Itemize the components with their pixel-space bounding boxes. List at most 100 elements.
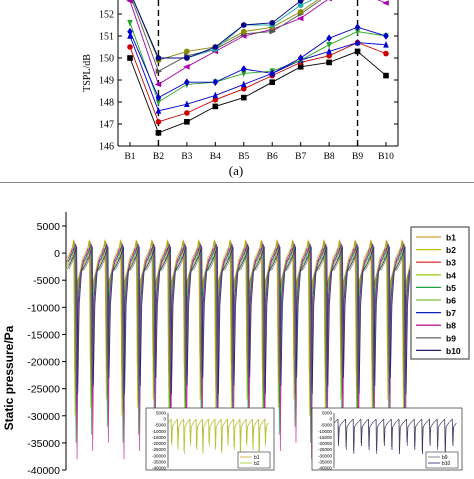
inset-legend-label: b9 bbox=[442, 455, 448, 461]
data-point bbox=[269, 69, 276, 78]
data-point bbox=[383, 50, 389, 57]
y-tick-label: -5000 bbox=[33, 275, 60, 287]
data-point bbox=[240, 22, 247, 28]
tspl-chart-panel: 146 147 148 149 150 151 152 B1 B2 B3 B4 B5 B6 B7 B8 B9 B… bbox=[0, 0, 474, 180]
legend-label: b10 bbox=[446, 346, 461, 356]
inset-legend-label: b2 bbox=[254, 461, 260, 467]
data-point bbox=[382, 0, 389, 6]
x-tick-label: B7 bbox=[295, 152, 306, 162]
series-line bbox=[67, 242, 410, 443]
data-point bbox=[354, 28, 361, 36]
legend-label: b7 bbox=[446, 308, 456, 318]
data-point bbox=[155, 107, 162, 114]
series-line bbox=[67, 243, 410, 362]
x-tick-label: B3 bbox=[181, 152, 192, 162]
inset-y-tick-label: -5000 bbox=[154, 423, 166, 428]
y-tick-label: 146 bbox=[99, 142, 114, 153]
y-tick-label: -30000 bbox=[27, 411, 60, 423]
data-point bbox=[297, 54, 304, 62]
inset-y-tick-label: -40000 bbox=[152, 466, 167, 471]
data-point bbox=[212, 103, 219, 110]
inset-y-tick-label: -25000 bbox=[152, 447, 167, 452]
data-point bbox=[155, 99, 162, 106]
inset-y-tick-label: -15000 bbox=[318, 435, 333, 440]
x-tick-label: B5 bbox=[238, 152, 249, 162]
data-point bbox=[326, 53, 332, 59]
series-line bbox=[129, 26, 387, 99]
x-tick-label: B6 bbox=[267, 152, 278, 162]
data-point bbox=[155, 119, 162, 125]
data-point bbox=[269, 20, 276, 26]
inset-legend-box bbox=[237, 451, 271, 469]
panel-label-a: (a) bbox=[229, 163, 243, 178]
data-point bbox=[155, 93, 162, 102]
inset-series-line bbox=[333, 418, 457, 452]
series-line bbox=[68, 246, 410, 395]
data-point bbox=[155, 68, 163, 74]
legend-label: b6 bbox=[446, 296, 456, 306]
series-line bbox=[68, 245, 410, 378]
inset-y-tick-label: 0 bbox=[329, 417, 332, 422]
y-axis-label: TSPL/dB bbox=[82, 54, 93, 92]
legend-label: b8 bbox=[446, 321, 456, 331]
inset-legend-label: b10 bbox=[442, 461, 451, 467]
data-point bbox=[297, 0, 304, 4]
inset-y-tick-label: -15000 bbox=[152, 435, 167, 440]
data-point bbox=[354, 48, 361, 55]
legend-label: b2 bbox=[446, 245, 456, 255]
data-point bbox=[296, 15, 304, 22]
y-tick-label: 151 bbox=[99, 32, 114, 43]
inset-series-line bbox=[334, 418, 457, 455]
data-point bbox=[184, 100, 190, 107]
y-tick-label: 147 bbox=[99, 120, 114, 131]
data-point bbox=[184, 110, 190, 116]
inset-y-tick-label: -25000 bbox=[318, 447, 333, 452]
y-tick-label: -25000 bbox=[27, 384, 60, 396]
y-tick-label: 150 bbox=[99, 54, 114, 65]
y-tick-label: -40000 bbox=[27, 465, 60, 474]
data-point bbox=[184, 55, 190, 61]
series-group bbox=[66, 239, 410, 460]
inset-series-line bbox=[168, 418, 269, 455]
data-point bbox=[127, 55, 133, 61]
inset-y-tick-label: -30000 bbox=[152, 453, 167, 458]
data-point bbox=[154, 81, 162, 88]
inset-legend-box bbox=[425, 451, 459, 469]
data-point bbox=[155, 130, 162, 136]
data-point bbox=[212, 78, 219, 86]
data-point bbox=[127, 32, 133, 39]
inset-y-tick-label: -30000 bbox=[318, 453, 333, 458]
x-tick-label: B10 bbox=[378, 152, 394, 162]
x-tick-label: B4 bbox=[210, 152, 221, 162]
x-tick-label: B1 bbox=[124, 152, 135, 162]
data-point bbox=[326, 34, 332, 42]
static-pressure-chart: 50000-5000-10000-15000-20000-25000-30000… bbox=[2, 212, 470, 477]
data-point bbox=[240, 70, 247, 78]
inset-legend-label: b1 bbox=[254, 455, 260, 461]
data-point bbox=[126, 0, 133, 4]
inset-y-tick-label: -5000 bbox=[320, 423, 332, 428]
y-tick-label: -20000 bbox=[27, 357, 60, 369]
series-line bbox=[129, 0, 387, 86]
y-tick-label: -15000 bbox=[27, 329, 60, 341]
y-tick-label: 148 bbox=[99, 98, 114, 109]
series-line bbox=[67, 244, 410, 411]
legend-label: b3 bbox=[446, 258, 456, 268]
inset-series-line bbox=[167, 418, 269, 452]
series-line bbox=[129, 42, 387, 123]
y-tick-label: 0 bbox=[54, 248, 60, 260]
data-point bbox=[326, 42, 332, 49]
series-line bbox=[68, 244, 410, 460]
data-point bbox=[297, 64, 304, 70]
x-tick-label: B9 bbox=[352, 152, 363, 162]
series-line bbox=[129, 22, 387, 103]
series-line bbox=[129, 50, 387, 134]
data-point bbox=[184, 78, 190, 86]
series-line bbox=[132, 0, 305, 59]
data-point bbox=[127, 27, 133, 36]
data-point bbox=[212, 44, 219, 50]
y-tick-label: 5000 bbox=[37, 221, 61, 233]
static-pressure-chart-panel: 5000 0 -5000 -10000 -15000 -20000 -25000 -30000… bbox=[0, 182, 474, 477]
inset-y-tick-label: -20000 bbox=[318, 441, 333, 446]
data-point bbox=[240, 80, 247, 88]
